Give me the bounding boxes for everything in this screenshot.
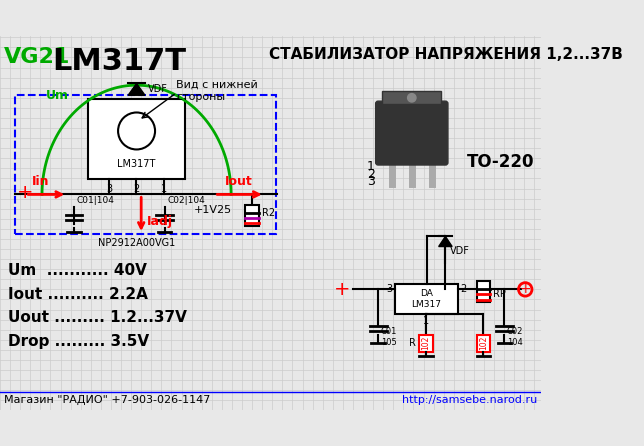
Text: Iout: Iout bbox=[225, 175, 253, 188]
Text: C02
104: C02 104 bbox=[507, 327, 523, 347]
Text: 3: 3 bbox=[106, 183, 112, 194]
Text: Um  ........... 40V: Um ........... 40V bbox=[8, 263, 147, 278]
Circle shape bbox=[408, 94, 416, 102]
Bar bbox=[383, 91, 441, 103]
Text: 1: 1 bbox=[161, 183, 167, 194]
Text: Um: Um bbox=[46, 89, 69, 102]
Text: Uout ......... 1.2...37V: Uout ......... 1.2...37V bbox=[8, 310, 187, 326]
Polygon shape bbox=[439, 236, 452, 247]
Bar bbox=[245, 205, 259, 226]
Text: R2: R2 bbox=[262, 208, 276, 218]
Bar bbox=[477, 281, 490, 302]
Text: VG21: VG21 bbox=[5, 47, 71, 67]
Text: Iin: Iin bbox=[32, 175, 50, 188]
Text: Drop ......... 3.5V: Drop ......... 3.5V bbox=[8, 334, 149, 349]
Text: 1: 1 bbox=[367, 160, 375, 173]
Text: Магазин "РАДИО" +7-903-026-1147: Магазин "РАДИО" +7-903-026-1147 bbox=[5, 395, 211, 405]
Text: http://samsebe.narod.ru: http://samsebe.narod.ru bbox=[402, 395, 537, 405]
Bar bbox=[419, 335, 433, 351]
Text: NP2912A00VG1: NP2912A00VG1 bbox=[98, 238, 175, 248]
Text: LM317T: LM317T bbox=[117, 159, 156, 169]
Text: 1: 1 bbox=[424, 316, 430, 326]
Text: 2: 2 bbox=[460, 285, 467, 294]
FancyBboxPatch shape bbox=[375, 101, 448, 165]
Text: 2: 2 bbox=[367, 168, 375, 181]
Text: RP: RP bbox=[493, 289, 506, 298]
Text: 102: 102 bbox=[478, 336, 488, 351]
Text: Iadj: Iadj bbox=[147, 215, 173, 228]
Text: 2: 2 bbox=[133, 183, 139, 194]
Text: +: + bbox=[334, 280, 350, 299]
Text: 102: 102 bbox=[422, 336, 431, 351]
Text: +: + bbox=[520, 282, 531, 297]
Text: СТАБИЛИЗАТОР НАПРЯЖЕНИЯ 1,2...37В: СТАБИЛИЗАТОР НАПРЯЖЕНИЯ 1,2...37В bbox=[269, 47, 623, 62]
Bar bbox=[395, 285, 458, 314]
Text: DA
LM317: DA LM317 bbox=[412, 289, 442, 309]
Text: R: R bbox=[409, 338, 416, 348]
Text: +: + bbox=[17, 183, 33, 202]
Text: +1V25: +1V25 bbox=[193, 205, 231, 215]
Text: 3: 3 bbox=[367, 175, 375, 188]
Text: LM317T: LM317T bbox=[52, 47, 186, 76]
Bar bbox=[88, 99, 185, 179]
Text: C01
105: C01 105 bbox=[381, 327, 397, 347]
Text: C01|104: C01|104 bbox=[77, 196, 115, 205]
Text: VDF: VDF bbox=[450, 246, 469, 256]
Text: VDF: VDF bbox=[148, 84, 168, 95]
Text: TO-220: TO-220 bbox=[466, 153, 534, 172]
Polygon shape bbox=[128, 83, 145, 95]
Text: C02|104: C02|104 bbox=[167, 196, 205, 205]
Text: Iout .......... 2.2A: Iout .......... 2.2A bbox=[8, 287, 148, 302]
Bar bbox=[477, 335, 490, 351]
Text: 3: 3 bbox=[386, 285, 392, 294]
Text: Вид с нижней
стороны: Вид с нижней стороны bbox=[176, 80, 258, 102]
